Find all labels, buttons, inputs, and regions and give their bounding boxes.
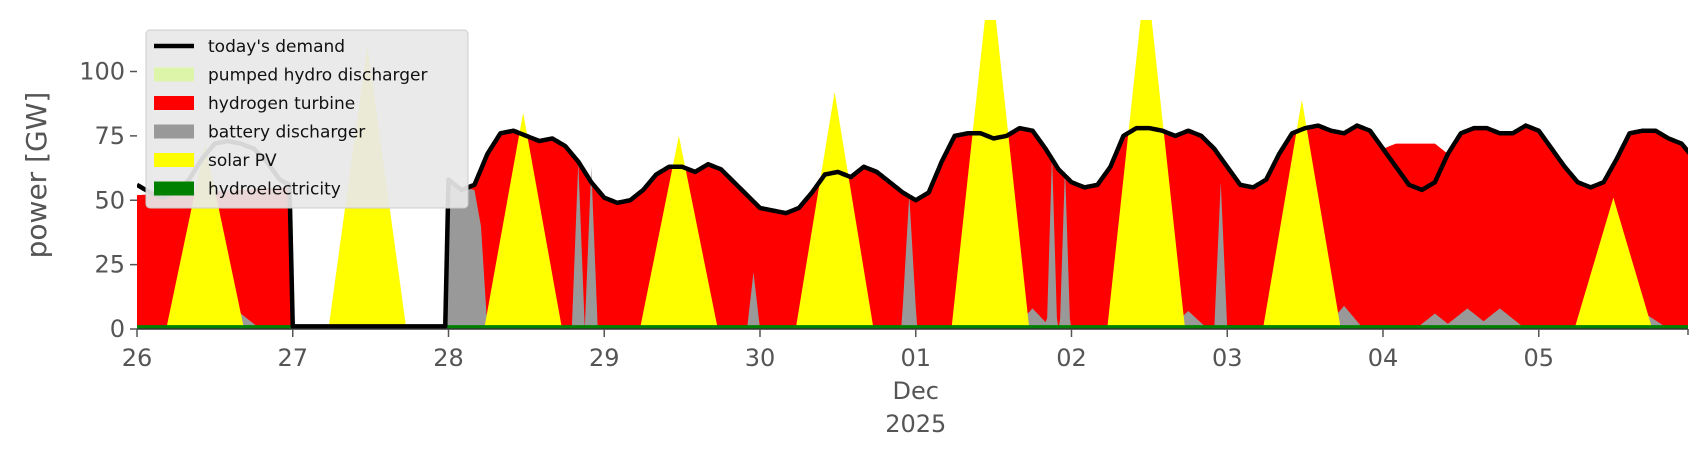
legend-box bbox=[145, 29, 469, 209]
x-tick-label: 29 bbox=[589, 344, 620, 372]
solar-pv-area bbox=[137, 20, 1688, 329]
legend-swatch-battery_discharger bbox=[154, 124, 194, 139]
legend-swatch-solar_pv bbox=[154, 153, 194, 167]
x-tick-label: 04 bbox=[1368, 344, 1399, 372]
x-tick-label: 28 bbox=[433, 344, 464, 372]
y-tick-label: 50 bbox=[94, 186, 125, 214]
hydroelectricity-area bbox=[137, 325, 1688, 329]
legend-label-hydrogen_turbine: hydrogen turbine bbox=[208, 94, 355, 114]
y-tick-label: 100 bbox=[79, 58, 125, 86]
x-tick-month-label: Dec bbox=[893, 377, 939, 405]
legend-label-solar_pv: solar PV bbox=[208, 151, 277, 171]
x-tick-label: 05 bbox=[1523, 344, 1554, 372]
x-tick-label: 02 bbox=[1056, 344, 1087, 372]
demand-line bbox=[137, 123, 1688, 329]
y-tick-label: 75 bbox=[94, 122, 125, 150]
x-tick-label: 27 bbox=[277, 344, 308, 372]
legend-label-battery_discharger: battery discharger bbox=[208, 123, 365, 143]
legend: today's demand pumped hydro discharger hyd… bbox=[145, 29, 469, 209]
legend-label-hydroelectricity: hydroelectricity bbox=[208, 180, 341, 200]
y-tick-label: 0 bbox=[110, 315, 125, 343]
legend-swatch-hydrogen_turbine bbox=[154, 96, 194, 110]
x-tick-label: 26 bbox=[122, 344, 153, 372]
x-tick-label: 30 bbox=[745, 344, 776, 372]
x-tick-label: 01 bbox=[900, 344, 931, 372]
x-tick-label: 03 bbox=[1212, 344, 1243, 372]
y-tick-label: 25 bbox=[94, 251, 125, 279]
x-tick-year-label: 2025 bbox=[885, 410, 946, 438]
legend-swatch-pumped_hydro bbox=[154, 67, 194, 82]
legend-label-pumped_hydro: pumped hydro discharger bbox=[208, 66, 427, 86]
legend-swatch-hydroelectricity bbox=[154, 181, 194, 196]
legend-label-demand: today's demand bbox=[208, 37, 345, 57]
y-axis-title: power [GW] bbox=[20, 92, 53, 259]
demand-line-group bbox=[137, 123, 1688, 329]
axes: 0 25 50 75 100 26 27 28 29 30 01 Dec 2025 02 03 04 05 bbox=[79, 58, 1689, 438]
